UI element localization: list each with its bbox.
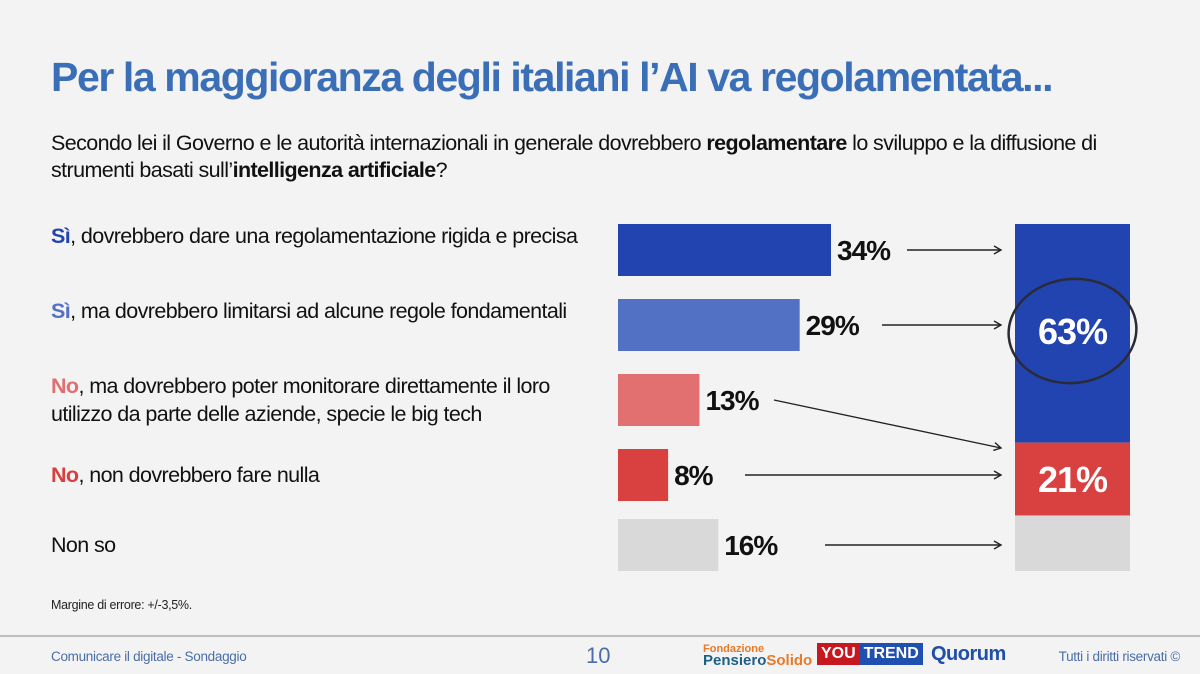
quorum-logo: Quorum — [931, 643, 1006, 665]
option-lead: No — [51, 463, 79, 487]
survey-question: Secondo lei il Governo e le autorità int… — [51, 130, 1131, 184]
bar-chart: 34% 29% 13% 8% 16% 63% 21% — [618, 224, 1138, 571]
page-number: 10 — [586, 643, 611, 668]
option-text: , non dovrebbero fare nulla — [78, 463, 320, 487]
question-text-1: Secondo lei il Governo e le autorità int… — [51, 131, 707, 155]
bar — [618, 449, 669, 501]
footer-divider — [0, 635, 1200, 637]
connector-arrow — [773, 399, 1003, 452]
stacked-segment-label: 21% — [1038, 459, 1108, 500]
option-label: Sì, dovrebbero dare una regolamentazione… — [51, 222, 611, 250]
question-bold-1: regolamentare — [706, 131, 847, 155]
option-lead: Sì — [51, 224, 71, 248]
slide-title: Per la maggioranza degli italiani l’AI v… — [51, 54, 1053, 100]
logo-yt-trend: TREND — [859, 643, 923, 665]
option-text: , dovrebbero dare una regolamentazione r… — [70, 224, 578, 248]
option-text: Non so — [51, 533, 116, 557]
option-label: No, ma dovrebbero poter monitorare diret… — [51, 372, 611, 428]
question-bold-2: intelligenza artificiale — [232, 158, 437, 182]
bar-value-label: 34% — [837, 235, 891, 266]
option-text: , ma dovrebbero poter monitorare diretta… — [51, 374, 550, 426]
option-text: , ma dovrebbero limitarsi ad alcune rego… — [70, 299, 567, 323]
youtrend-logo: YOU TREND — [817, 643, 923, 665]
option-label: No, non dovrebbero fare nulla — [51, 461, 611, 489]
copyright-notice: Tutti i diritti riservati © — [1058, 649, 1181, 664]
question-text-2: lo sviluppo e la diffusione di strumenti… — [51, 131, 1097, 182]
option-label: Non so — [51, 531, 611, 559]
logo-yt-you: YOU — [817, 643, 860, 665]
stacked-segment — [1015, 515, 1130, 571]
question-text-3: ? — [435, 158, 448, 182]
bar-value-label: 29% — [806, 310, 860, 341]
bar — [618, 374, 700, 426]
logo-fps-line2a: Pensiero — [703, 652, 767, 669]
highlight-circle — [1007, 277, 1138, 385]
stacked-segment — [1015, 224, 1130, 443]
bar — [618, 519, 719, 571]
bar-value-label: 13% — [705, 385, 759, 416]
option-label: Sì, ma dovrebbero limitarsi ad alcune re… — [51, 297, 611, 325]
bar-value-label: 8% — [674, 460, 714, 491]
stacked-segment-label: 63% — [1038, 311, 1108, 352]
bar-value-label: 16% — [724, 530, 778, 561]
stacked-segment — [1015, 442, 1130, 516]
option-lead: No — [51, 374, 79, 398]
bar — [618, 299, 800, 351]
fondazione-pensiero-solido-logo: Fondazione PensieroSolido — [703, 643, 813, 669]
option-lead: Sì — [51, 299, 71, 323]
logo-fps-line2b: Solido — [766, 652, 813, 669]
logo-fps-line1: Fondazione — [703, 643, 765, 655]
error-margin-note: Margine di errore: +/-3,5%. — [51, 598, 192, 612]
bar — [618, 224, 831, 276]
footer-survey-name: Comunicare il digitale - Sondaggio — [51, 649, 247, 664]
